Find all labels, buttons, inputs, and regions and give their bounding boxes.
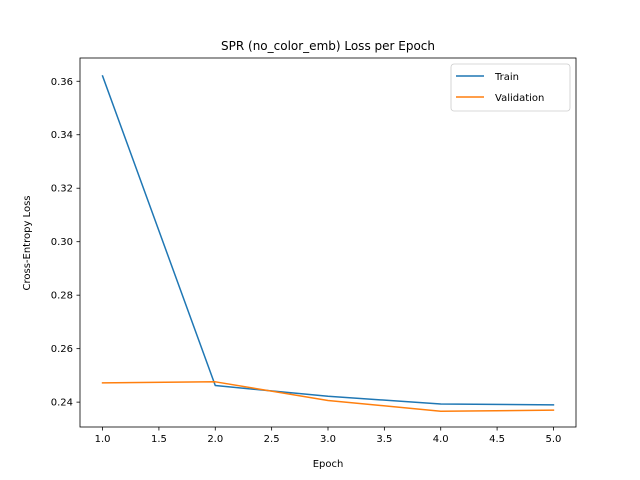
series-line-train: [101, 74, 555, 406]
y-axis-ticks: 0.24 0.26 0.28 0.30 0.32 0.34 0.36: [51, 77, 80, 409]
y-tick-label: 0.36: [51, 77, 73, 88]
plot-area: [101, 74, 555, 412]
x-tick-label: 1.0: [95, 434, 111, 445]
y-tick-label: 0.26: [51, 344, 73, 355]
legend-label-validation: Validation: [495, 93, 544, 104]
y-tick-label: 0.34: [51, 130, 73, 141]
x-tick-label: 4.5: [489, 434, 505, 445]
x-tick-label: 3.0: [320, 434, 336, 445]
x-tick-label: 2.0: [207, 434, 223, 445]
x-tick-label: 1.5: [151, 434, 167, 445]
y-axis-label: Cross-Entropy Loss: [22, 196, 33, 291]
legend-label-train: Train: [494, 72, 519, 83]
x-tick-label: 3.5: [376, 434, 392, 445]
x-tick-label: 4.0: [433, 434, 449, 445]
y-tick-label: 0.28: [51, 291, 73, 302]
legend: Train Validation: [450, 63, 571, 112]
x-tick-label: 2.5: [264, 434, 280, 445]
chart-title: SPR (no_color_emb) Loss per Epoch: [221, 39, 435, 53]
series-line-validation: [101, 381, 555, 412]
x-tick-label: 5.0: [546, 434, 562, 445]
y-tick-label: 0.30: [51, 237, 73, 248]
y-tick-label: 0.24: [51, 398, 73, 409]
x-axis-ticks: 1.0 1.5 2.0 2.5 3.0 3.5 4.0 4.5 5.0: [95, 427, 562, 445]
x-axis-label: Epoch: [313, 459, 344, 470]
axes-frame: [79, 57, 577, 428]
y-tick-label: 0.32: [51, 184, 73, 195]
